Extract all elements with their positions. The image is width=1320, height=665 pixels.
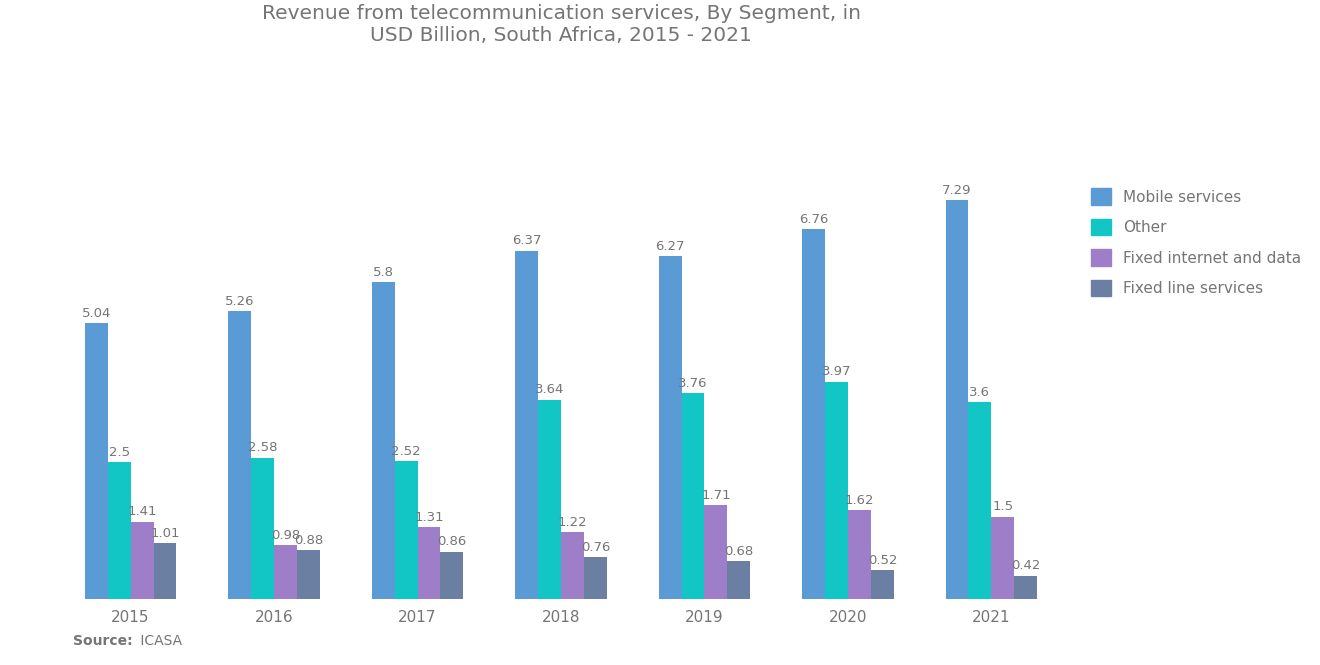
- Bar: [1014, 576, 1038, 598]
- Bar: [539, 400, 561, 598]
- Title: Revenue from telecommunication services, By Segment, in
USD Billion, South Afric: Revenue from telecommunication services,…: [261, 4, 861, 45]
- Text: 1.31: 1.31: [414, 511, 444, 524]
- Bar: [945, 200, 969, 598]
- Bar: [84, 323, 108, 598]
- Bar: [297, 551, 319, 598]
- Text: 0.86: 0.86: [437, 535, 466, 548]
- Bar: [395, 461, 417, 598]
- Text: 2.52: 2.52: [391, 445, 421, 458]
- Legend: Mobile services, Other, Fixed internet and data, Fixed line services: Mobile services, Other, Fixed internet a…: [1084, 181, 1309, 304]
- Text: 0.76: 0.76: [581, 541, 610, 554]
- Bar: [583, 557, 607, 598]
- Bar: [228, 311, 251, 598]
- Text: 1.22: 1.22: [557, 515, 587, 529]
- Bar: [825, 382, 847, 598]
- Bar: [659, 256, 681, 598]
- Text: 6.27: 6.27: [655, 240, 685, 253]
- Text: 5.8: 5.8: [372, 265, 393, 279]
- Text: 7.29: 7.29: [942, 184, 972, 198]
- Text: 0.52: 0.52: [867, 554, 898, 567]
- Bar: [681, 393, 705, 598]
- Bar: [108, 462, 131, 598]
- Bar: [803, 229, 825, 598]
- Text: Source:: Source:: [73, 634, 132, 648]
- Text: 0.68: 0.68: [725, 545, 754, 558]
- Text: 1.71: 1.71: [701, 489, 731, 502]
- Text: 0.98: 0.98: [271, 529, 300, 542]
- Bar: [441, 551, 463, 598]
- Bar: [417, 527, 441, 598]
- Bar: [727, 561, 750, 598]
- Text: 3.6: 3.6: [969, 386, 990, 398]
- Text: 3.97: 3.97: [822, 366, 851, 378]
- Bar: [871, 570, 894, 598]
- Bar: [131, 521, 153, 598]
- Bar: [991, 517, 1014, 598]
- Bar: [153, 543, 177, 598]
- Text: ICASA: ICASA: [136, 634, 182, 648]
- Bar: [847, 510, 871, 598]
- Text: 5.26: 5.26: [224, 295, 255, 308]
- Bar: [515, 251, 539, 598]
- Text: 1.5: 1.5: [993, 500, 1014, 513]
- Bar: [372, 282, 395, 598]
- Text: 0.88: 0.88: [294, 534, 323, 547]
- Text: 2.5: 2.5: [108, 446, 129, 459]
- Text: 0.42: 0.42: [1011, 559, 1040, 573]
- Text: 5.04: 5.04: [82, 307, 111, 320]
- Text: 3.64: 3.64: [535, 384, 564, 396]
- Text: 6.76: 6.76: [799, 213, 828, 226]
- Text: 6.37: 6.37: [512, 235, 541, 247]
- Bar: [705, 505, 727, 598]
- Bar: [275, 545, 297, 598]
- Text: 1.01: 1.01: [150, 527, 180, 540]
- Text: 3.76: 3.76: [678, 377, 708, 390]
- Text: 1.62: 1.62: [845, 494, 874, 507]
- Bar: [561, 532, 583, 598]
- Text: 1.41: 1.41: [127, 505, 157, 518]
- Bar: [251, 458, 275, 598]
- Bar: [969, 402, 991, 598]
- Text: 2.58: 2.58: [248, 442, 277, 454]
